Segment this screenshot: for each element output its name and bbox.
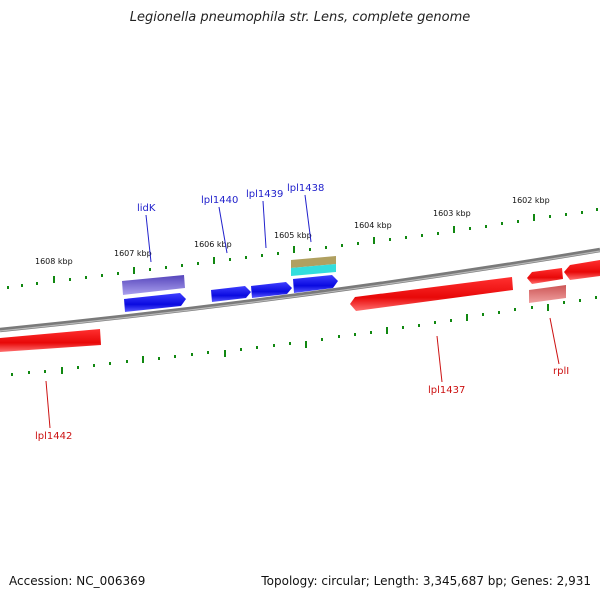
tick-label-1604: 1604 kbp	[354, 221, 392, 230]
right-edge-gene[interactable]	[564, 260, 600, 280]
map-title: Legionella pneumophila str. Lens, comple…	[129, 10, 471, 25]
tick-label-1605: 1605 kbp	[274, 231, 312, 240]
label-lidk: lidK	[137, 203, 156, 214]
forward-leader-lines	[145, 194, 312, 263]
scale-labels: 1608 kbp 1607 kbp 1606 kbp 1605 kbp 1604…	[35, 196, 550, 266]
genome-backbone	[0, 247, 600, 333]
tick-label-1608: 1608 kbp	[35, 257, 73, 266]
lpl1439-gene[interactable]	[251, 282, 292, 298]
label-lpl1439: lpl1439	[246, 189, 283, 200]
forward-strand-features	[122, 256, 338, 312]
accession-text: Accession: NC_006369	[9, 574, 146, 588]
reverse-leader-lines	[45, 317, 560, 429]
tick-label-1606: 1606 kbp	[194, 240, 232, 249]
lidk-gene[interactable]	[124, 293, 186, 312]
rpli-feature[interactable]	[529, 285, 566, 303]
lidk-feature[interactable]	[122, 275, 185, 295]
lower-scale-ticks	[11, 296, 597, 376]
tick-label-1603: 1603 kbp	[433, 209, 471, 218]
tick-label-1602: 1602 kbp	[512, 196, 550, 205]
reverse-strand-features	[0, 260, 600, 352]
lpl1440-gene[interactable]	[211, 286, 251, 302]
lpl1438-gene[interactable]	[293, 275, 338, 293]
label-lpl1437: lpl1437	[428, 385, 465, 396]
label-lpl1442: lpl1442	[35, 431, 72, 442]
label-rpli: rplI	[553, 366, 569, 377]
gene-labels: lidK lpl1440 lpl1439 lpl1438 lpl1442 lpl…	[35, 183, 569, 442]
lpl1442-gene[interactable]	[0, 329, 101, 352]
label-lpl1440: lpl1440	[201, 195, 238, 206]
rpli-gene[interactable]	[527, 268, 563, 284]
genome-summary-text: Topology: circular; Length: 3,345,687 bp…	[261, 574, 591, 588]
label-lpl1438: lpl1438	[287, 183, 324, 194]
lpl1438-cyan-feature[interactable]	[291, 264, 336, 276]
lpl1437-gene[interactable]	[350, 277, 513, 311]
tick-label-1607: 1607 kbp	[114, 249, 152, 258]
upper-scale-ticks	[7, 208, 598, 289]
